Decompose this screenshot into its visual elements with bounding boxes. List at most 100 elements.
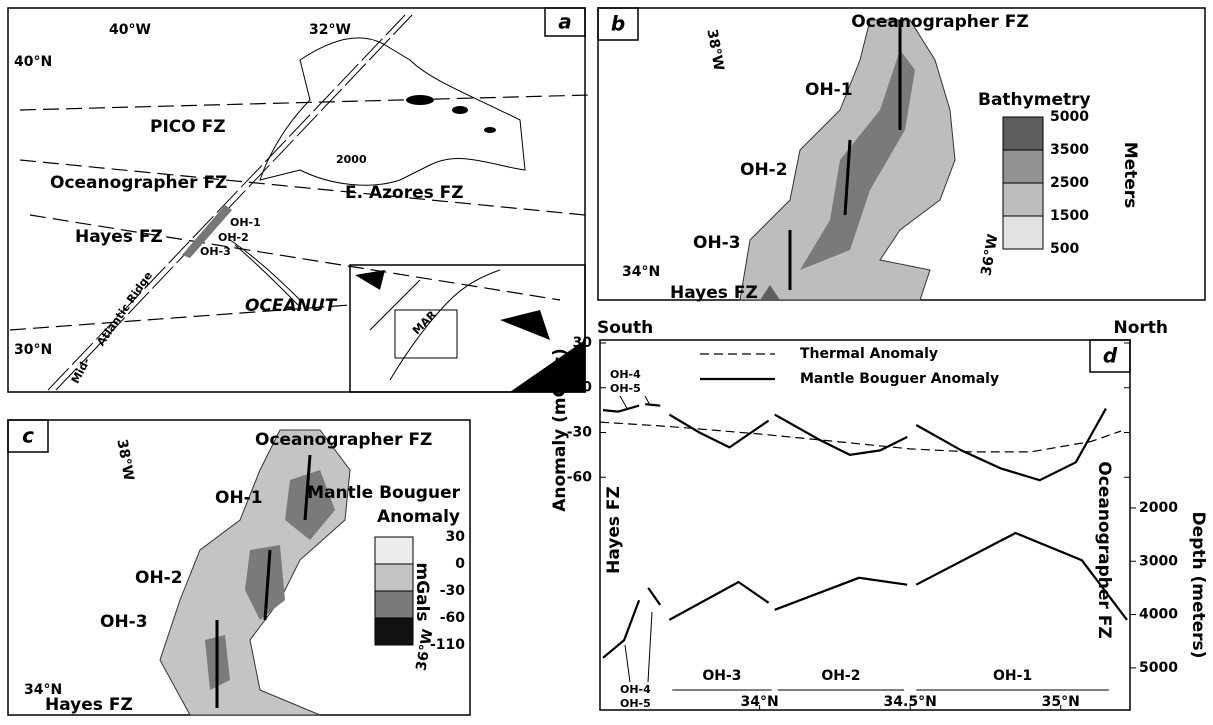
letter-box bbox=[544, 7, 586, 37]
x-tick-label: 34.5°N bbox=[884, 694, 937, 710]
site-label: OH-2 bbox=[218, 231, 249, 244]
site-label: OH-3 bbox=[200, 245, 231, 258]
panel-b: b 38°W 36°W Oceanographer FZ Hayes FZ OH… bbox=[597, 7, 1206, 303]
panel-letter: a bbox=[558, 10, 572, 34]
fz-label: E. Azores FZ bbox=[345, 183, 464, 203]
segment-label: OH-2 bbox=[821, 668, 860, 684]
legend-swatch bbox=[374, 536, 414, 565]
y-tick-label: 0 bbox=[582, 380, 592, 396]
map-legend: 5000 3500 2500 1500 500 bbox=[1002, 109, 1089, 257]
letter-box bbox=[7, 419, 49, 453]
segment-label: OH-1 bbox=[993, 668, 1032, 684]
legend-level: -60 bbox=[440, 610, 466, 626]
contour-label: 2000 bbox=[336, 153, 367, 166]
site-label: OH-5 bbox=[610, 382, 641, 395]
lat-label: 40°N bbox=[14, 54, 52, 70]
lat-label: 34°N bbox=[622, 264, 660, 280]
bathymetry-deep bbox=[800, 50, 915, 270]
arrow bbox=[624, 611, 653, 683]
x-tick-label: 35°N bbox=[1042, 694, 1080, 710]
legend-label: Mantle Bouguer Anomaly bbox=[800, 371, 999, 387]
site-label: OH-3 bbox=[100, 612, 148, 632]
series-line bbox=[602, 531, 1128, 659]
direction-label: South bbox=[597, 318, 653, 338]
inset-label: MAR bbox=[410, 308, 439, 337]
legend-level: 5000 bbox=[1050, 109, 1089, 125]
ridge-axis bbox=[47, 14, 413, 391]
y2-tick-label: 5000 bbox=[1139, 660, 1178, 676]
site-label: OH-4 bbox=[620, 683, 651, 696]
legend-swatch bbox=[374, 590, 414, 619]
lat-label: 30°N bbox=[14, 342, 52, 358]
ridge-segment bbox=[788, 20, 902, 290]
inset-box bbox=[394, 309, 458, 359]
site-label: OH-1 bbox=[215, 488, 263, 508]
y-tick-label: -60 bbox=[567, 469, 593, 485]
site-label: OH-2 bbox=[740, 160, 788, 180]
site-label: OH-1 bbox=[805, 80, 853, 100]
fz-label: PICO FZ bbox=[150, 117, 226, 137]
azores-plateau bbox=[259, 37, 526, 186]
legend-swatch bbox=[374, 617, 414, 646]
ridge-label: Mid- bbox=[69, 356, 93, 386]
lon-label: 32°W bbox=[309, 22, 351, 38]
legend-level: 1500 bbox=[1050, 208, 1089, 224]
inset-frame bbox=[349, 264, 586, 393]
panel-letter: d bbox=[1103, 344, 1118, 368]
y2-tick-label: 3000 bbox=[1139, 553, 1178, 569]
lat-label: 34°N bbox=[24, 682, 62, 698]
legend-label: Thermal Anomaly bbox=[800, 346, 938, 362]
panel-letter: b bbox=[611, 12, 625, 36]
panel-c: c 38°W 36°W Oceanographer FZ Hayes FZ OH… bbox=[7, 419, 471, 716]
panel-d: d South North Anomaly (mGals) Depth (met… bbox=[550, 318, 1208, 711]
legend-level: -110 bbox=[430, 637, 465, 653]
legend-level: 3500 bbox=[1050, 142, 1089, 158]
y2-tick-label: 2000 bbox=[1139, 500, 1178, 516]
bathymetry-deep bbox=[760, 285, 780, 300]
study-area bbox=[182, 205, 232, 258]
direction-label: North bbox=[1113, 318, 1168, 338]
series-line bbox=[602, 403, 1107, 482]
ridge-segment bbox=[215, 454, 312, 708]
legend-swatch bbox=[1002, 149, 1044, 184]
anomaly-low bbox=[205, 470, 335, 690]
fz-label: Hayes FZ bbox=[75, 227, 163, 247]
fz-label: Oceanographer FZ bbox=[255, 430, 432, 450]
legend-title: Mantle Bouguer bbox=[307, 483, 460, 503]
panel-a: a 40°W 32°W 40°N 30°N PICO FZ Oceanograp… bbox=[7, 7, 591, 393]
panel-letter: c bbox=[22, 424, 34, 448]
site-label: OH-2 bbox=[135, 568, 183, 588]
legend-unit: mGals bbox=[412, 562, 432, 621]
y-axis-label: Anomaly (mGals) bbox=[550, 348, 570, 512]
site-label: OH-4 bbox=[610, 368, 641, 381]
lon-label: 40°W bbox=[109, 22, 151, 38]
lon-label: 36°W bbox=[413, 628, 436, 672]
plot-frame bbox=[599, 339, 1131, 711]
legend-unit: Meters bbox=[1120, 142, 1140, 209]
inset-land bbox=[355, 270, 585, 392]
y-tick-label: 30 bbox=[573, 335, 593, 351]
fracture-zone bbox=[19, 94, 591, 111]
track bbox=[229, 239, 301, 306]
fracture-zone bbox=[29, 214, 561, 301]
legend-swatch bbox=[1002, 215, 1044, 250]
lon-label: 38°W bbox=[113, 438, 136, 482]
lon-label: 36°W bbox=[978, 233, 1001, 277]
segment-label: OH-3 bbox=[702, 668, 741, 684]
panel-frame bbox=[7, 7, 586, 393]
legend-level: 500 bbox=[1050, 241, 1079, 257]
ridge-label: Atlantic Ridge bbox=[94, 269, 155, 348]
fz-label: Hayes FZ bbox=[604, 486, 624, 574]
legend-title: Anomaly bbox=[377, 507, 460, 527]
site-label: OH-3 bbox=[693, 233, 741, 253]
fz-label: Oceanographer FZ bbox=[851, 12, 1028, 32]
fracture-zone bbox=[19, 159, 586, 216]
legend-level: 0 bbox=[455, 556, 465, 572]
y2-tick-label: 4000 bbox=[1139, 607, 1178, 623]
legend-swatch bbox=[374, 563, 414, 592]
fz-label: Oceanographer FZ bbox=[1094, 461, 1114, 638]
letter-box bbox=[1089, 339, 1131, 373]
y-tick-label: -30 bbox=[567, 425, 593, 441]
y2-axis-label: Depth (meters) bbox=[1188, 512, 1208, 659]
